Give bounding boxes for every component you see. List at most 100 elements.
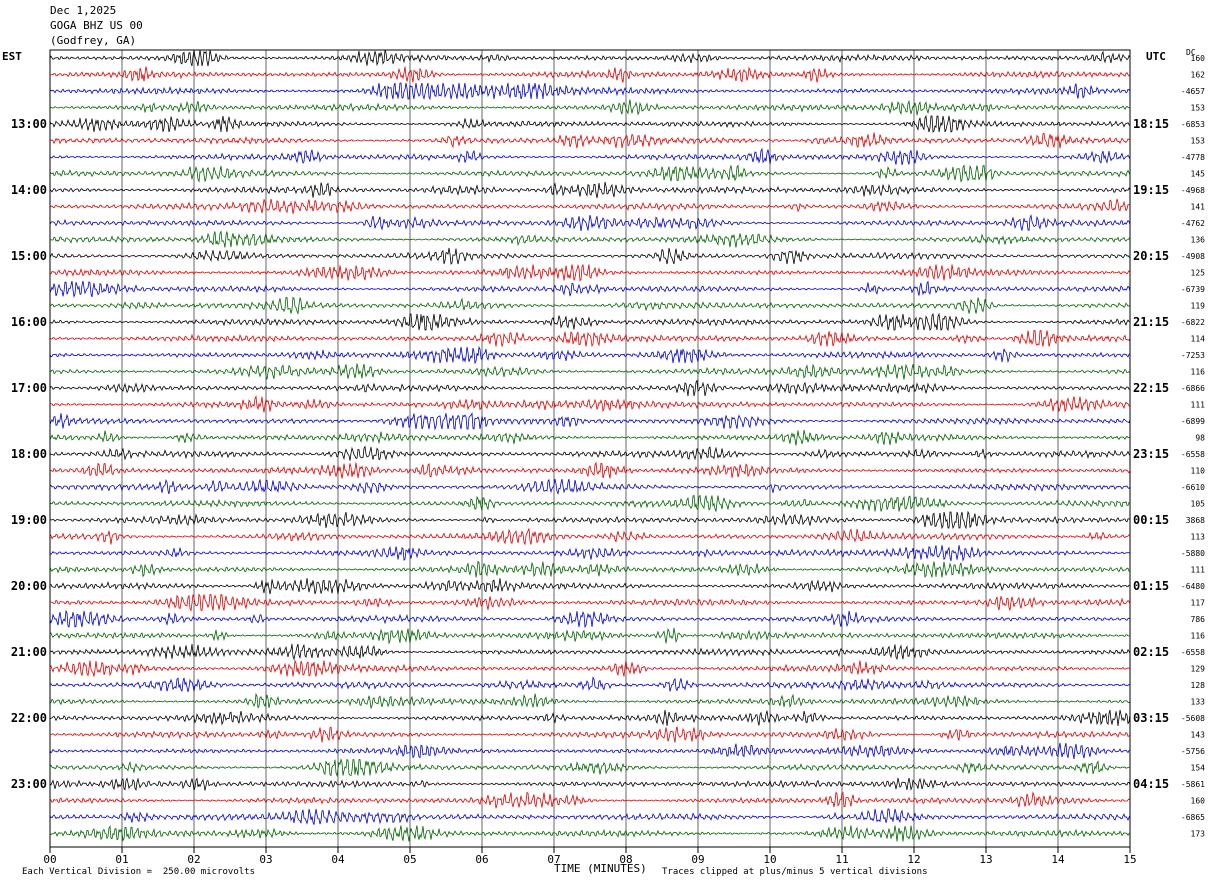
utc-hour-label: 02:15 (1133, 645, 1169, 659)
trace-row-45 (49, 777, 1131, 792)
trace-row-39 (49, 676, 1131, 692)
dc-offset-label: -6558 (1181, 648, 1205, 657)
dc-offset-label: -7253 (1181, 351, 1205, 360)
dc-offset-label: -6610 (1181, 483, 1205, 492)
x-tick-label: 14 (1051, 853, 1065, 866)
dc-offset-label: -6480 (1181, 582, 1205, 591)
trace-row-15 (49, 280, 1131, 299)
clip-note: Traces clipped at plus/minus 5 vertical … (662, 867, 928, 877)
trace-row-23 (49, 411, 1131, 431)
trace-row-30 (49, 528, 1131, 546)
dc-offset-label: 160 (1191, 54, 1206, 63)
est-hour-label: 18:00 (11, 447, 47, 461)
dc-offset-label: -5880 (1181, 549, 1205, 558)
x-axis-title: TIME (MINUTES) (554, 862, 647, 875)
dc-offset-label: 141 (1191, 203, 1206, 212)
x-tick-label: 04 (331, 853, 345, 866)
x-tick-label: 13 (979, 853, 992, 866)
trace-row-43 (49, 742, 1131, 760)
trace-row-41 (49, 709, 1131, 727)
trace-row-22 (49, 394, 1131, 413)
utc-hour-label: 19:15 (1133, 183, 1169, 197)
trace-row-35 (49, 609, 1131, 629)
trace-row-33 (49, 577, 1130, 595)
utc-hour-label: 00:15 (1133, 513, 1169, 527)
x-tick-label: 06 (475, 853, 488, 866)
x-tick-label: 11 (835, 853, 848, 866)
dc-offset-label: -4968 (1181, 186, 1205, 195)
dc-offset-label: -6739 (1181, 285, 1205, 294)
plot-date: Dec 1,2025 (50, 4, 117, 17)
utc-hour-label: 22:15 (1133, 381, 1169, 395)
plot-frame (49, 49, 1131, 848)
dc-offset-label: -4908 (1181, 252, 1205, 261)
trace-row-46 (49, 791, 1131, 809)
trace-row-16 (49, 296, 1131, 316)
trace-row-31 (49, 545, 1131, 562)
est-hour-label: 22:00 (11, 711, 47, 725)
trace-row-14 (49, 263, 1131, 282)
dc-offset-label: 3868 (1186, 516, 1205, 525)
dc-offset-label: 111 (1191, 566, 1206, 575)
dc-offset-label: -5756 (1181, 747, 1205, 756)
dc-offset-label: 154 (1191, 764, 1206, 773)
time-axis-ticks: 00 01 02 03 04 05 06 07 08 09 10 11 12 13 14 15 (43, 847, 1137, 866)
trace-row-12 (49, 230, 1131, 248)
dc-offset-label: 143 (1191, 731, 1206, 740)
est-hour-label: 14:00 (11, 183, 47, 197)
trace-row-24 (49, 429, 1131, 446)
dc-offset-label: 153 (1191, 104, 1206, 113)
dc-offset-label: 128 (1191, 681, 1206, 690)
trace-row-19 (49, 346, 1131, 365)
x-tick-label: 12 (907, 853, 920, 866)
utc-hour-label: 23:15 (1133, 447, 1169, 461)
trace-row-20 (49, 363, 1131, 380)
utc-hour-label: 20:15 (1133, 249, 1169, 263)
x-tick-label: 05 (403, 853, 416, 866)
dc-offset-label: 162 (1191, 71, 1206, 80)
dc-offset-label: -6853 (1181, 120, 1205, 129)
scale-note: Each Vertical Division = 250.00 microvol… (22, 867, 255, 877)
trace-row-10 (49, 198, 1131, 214)
x-tick-label: 02 (187, 853, 200, 866)
utc-hour-label: 04:15 (1133, 777, 1169, 791)
dc-offset-label: 173 (1191, 830, 1206, 839)
trace-row-32 (49, 560, 1131, 579)
dc-offset-labels: 160 162 -4657 153 -6853 153 -4778 145 -4968 141 -4… (1181, 54, 1205, 839)
trace-row-37 (49, 643, 1131, 661)
est-hour-label: 23:00 (11, 777, 47, 791)
x-tick-label: 01 (115, 853, 128, 866)
trace-row-42 (49, 726, 1131, 743)
trace-row-18 (49, 329, 1131, 348)
x-tick-label: 15 (1123, 853, 1136, 866)
dc-offset-label: -6865 (1181, 813, 1205, 822)
trace-row-21 (49, 379, 1131, 397)
trace-row-25 (49, 445, 1131, 461)
trace-row-11 (49, 213, 1131, 232)
trace-row-17 (49, 312, 1131, 332)
est-hour-label: 17:00 (11, 381, 47, 395)
est-hour-label: 20:00 (11, 579, 47, 593)
dc-offset-label: 145 (1191, 170, 1206, 179)
est-hour-label: 16:00 (11, 315, 47, 329)
dc-offset-label: -6899 (1181, 417, 1205, 426)
est-hour-label: 19:00 (11, 513, 47, 527)
trace-row-44 (49, 757, 1131, 778)
utc-hour-label: 01:15 (1133, 579, 1169, 593)
dc-offset-label: -4778 (1181, 153, 1205, 162)
trace-row-40 (49, 692, 1131, 710)
x-tick-label: 07 (547, 853, 560, 866)
dc-offset-label: 153 (1191, 137, 1206, 146)
dc-offset-label: -6558 (1181, 450, 1205, 459)
trace-row-6 (49, 132, 1131, 149)
dc-offset-label: 114 (1191, 335, 1206, 344)
trace-row-27 (49, 478, 1131, 495)
trace-row-28 (49, 494, 1131, 512)
x-tick-label: 03 (259, 853, 272, 866)
trace-row-36 (49, 627, 1131, 645)
trace-row-7 (49, 147, 1131, 166)
dc-offset-label: -6866 (1181, 384, 1205, 393)
dc-offset-label: 110 (1191, 467, 1206, 476)
trace-row-3 (49, 82, 1131, 101)
